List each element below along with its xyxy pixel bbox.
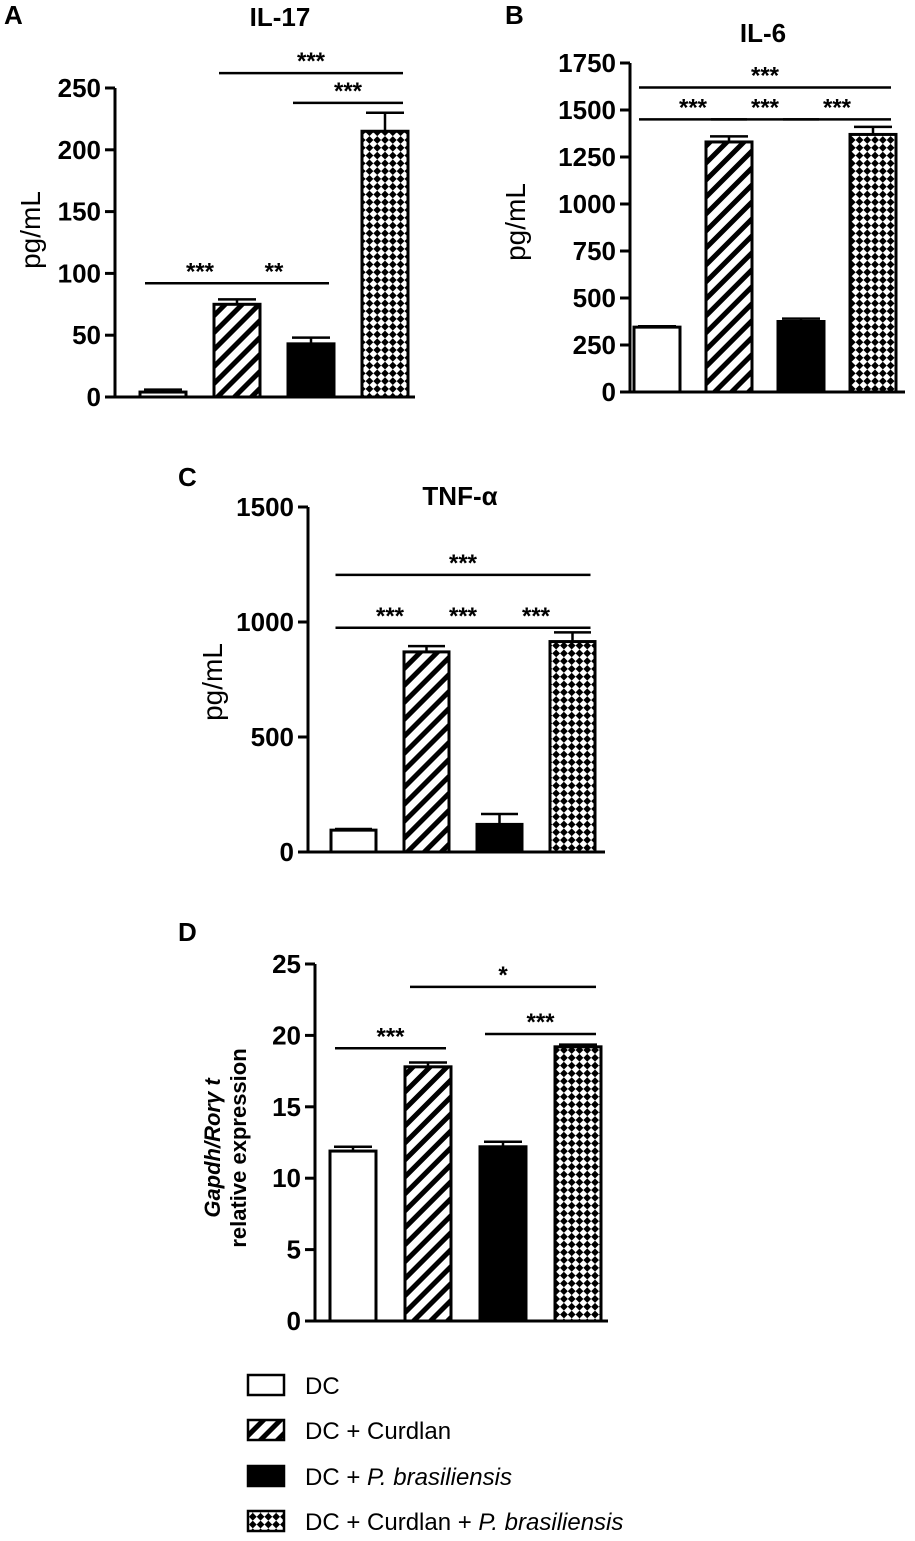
panel-letter: D — [178, 917, 197, 947]
legend-item: DC + Curdlan + P. brasiliensis — [246, 1509, 623, 1536]
legend-swatch-solid — [246, 1464, 286, 1488]
legend-swatch-open — [246, 1373, 286, 1397]
legend-label-text: DC + — [305, 1464, 367, 1491]
bar-check — [848, 132, 898, 394]
y-tick-label: 0 — [287, 1306, 301, 1336]
y-axis-label: pg/mL — [500, 183, 531, 261]
panel-c: C TNF-α pg/mL 0 500 1000 1500 *** *** *** *** — [178, 462, 605, 867]
bar-stripe — [212, 302, 262, 399]
bar-open — [329, 828, 378, 854]
legend-label: DC + Curdlan + P. brasiliensis — [305, 1509, 623, 1536]
y-tick-label: 25 — [272, 949, 301, 979]
bar-stripe — [403, 1065, 453, 1323]
bar-check — [553, 1045, 603, 1323]
chart-title: IL-6 — [740, 18, 786, 48]
significance-label: ** — [265, 258, 284, 285]
panel-letter: C — [178, 462, 197, 492]
panel-letter: A — [4, 0, 23, 30]
chart-title: IL-17 — [250, 2, 311, 32]
bar-stripe — [402, 650, 451, 854]
y-tick-label: 1000 — [558, 189, 616, 219]
y-tick-label: 150 — [58, 197, 101, 227]
significance-label: *** — [679, 94, 708, 121]
y-tick-label: 750 — [573, 236, 616, 266]
y-tick-label: 15 — [272, 1092, 301, 1122]
significance-label: *** — [522, 603, 551, 630]
bar-solid — [286, 342, 336, 399]
y-tick-label: 200 — [58, 135, 101, 165]
y-tick-label: 500 — [251, 722, 294, 752]
significance-label: *** — [823, 94, 852, 121]
legend-label-species: P. brasiliensis — [478, 1509, 623, 1536]
legend-label: DC + Curdlan — [305, 1418, 451, 1445]
legend-label-species: P. brasiliensis — [367, 1464, 512, 1491]
y-axis-label: Gapdh/Rorγ trelative expression — [200, 1048, 251, 1247]
legend-item: DC — [246, 1373, 340, 1400]
y-axis-label: pg/mL — [15, 191, 46, 269]
bar-solid — [478, 1145, 528, 1323]
legend-label-text: DC + Curdlan + — [305, 1509, 478, 1536]
y-axis-label-gene: Gapdh/Rorγ t — [200, 1077, 225, 1218]
y-axis-label-text: relative expression — [226, 1048, 251, 1247]
y-tick-label: 1750 — [558, 48, 616, 78]
y-tick-label: 1500 — [558, 95, 616, 125]
legend-label: DC — [305, 1373, 340, 1400]
legend-label-text: DC + Curdlan — [305, 1418, 451, 1445]
significance-label: *** — [751, 94, 780, 121]
significance-label: *** — [334, 78, 363, 105]
y-tick-label: 100 — [58, 258, 101, 288]
bar-open — [138, 390, 188, 399]
significance-label: *** — [751, 62, 780, 89]
legend-swatch-stripe — [246, 1418, 286, 1442]
legend-item: DC + Curdlan — [246, 1418, 451, 1445]
significance-label: *** — [526, 1009, 555, 1036]
significance-label: *** — [186, 258, 215, 285]
y-tick-label: 10 — [272, 1163, 301, 1193]
bar-open — [328, 1149, 378, 1323]
y-tick-label: 500 — [573, 283, 616, 313]
significance-label: * — [498, 962, 508, 989]
legend-label: DC + P. brasiliensis — [305, 1464, 512, 1491]
y-tick-label: 20 — [272, 1020, 301, 1050]
legend-label-text: DC — [305, 1373, 340, 1400]
bar-stripe — [704, 140, 754, 394]
y-tick-label: 5 — [287, 1235, 301, 1265]
y-tick-label: 0 — [87, 382, 101, 412]
y-tick-label: 0 — [280, 837, 294, 867]
y-tick-label: 1000 — [236, 607, 294, 637]
y-tick-label: 250 — [58, 73, 101, 103]
chart-title: TNF-α — [422, 481, 497, 511]
bar-solid — [776, 320, 826, 394]
legend-swatch-check — [246, 1509, 286, 1533]
y-tick-label: 50 — [72, 320, 101, 350]
significance-label: *** — [449, 550, 478, 577]
bar-check — [360, 129, 410, 399]
bar-check — [548, 640, 597, 854]
y-tick-label: 250 — [573, 330, 616, 360]
panel-d: D Gapdh/Rorγ trelative expression 0 5 10 15 20… — [178, 917, 608, 1336]
y-tick-label: 1250 — [558, 142, 616, 172]
y-tick-label: 0 — [602, 377, 616, 407]
y-axis-label: pg/mL — [197, 643, 228, 721]
significance-label: *** — [376, 1023, 405, 1050]
legend-item: DC + P. brasiliensis — [246, 1464, 512, 1491]
panel-b: B IL-6 pg/mL 0 250 500 750 1000 1250 1500 1750 *** *… — [500, 0, 905, 407]
panel-letter: B — [505, 0, 524, 30]
significance-label: *** — [297, 48, 326, 75]
bar-solid — [475, 822, 524, 854]
y-tick-label: 1500 — [236, 492, 294, 522]
significance-label: *** — [376, 603, 405, 630]
significance-label: *** — [449, 603, 478, 630]
bar-open — [632, 325, 682, 394]
